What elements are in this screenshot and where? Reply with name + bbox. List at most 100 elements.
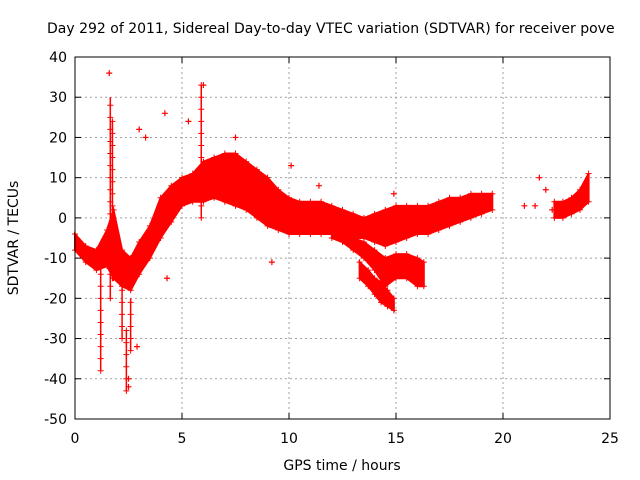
data-marker bbox=[296, 198, 303, 205]
data-marker bbox=[551, 198, 558, 205]
data-marker bbox=[551, 214, 558, 221]
data-marker bbox=[318, 230, 325, 237]
data-point bbox=[136, 126, 143, 133]
data-marker bbox=[168, 182, 175, 189]
data-marker bbox=[109, 251, 116, 258]
data-marker bbox=[328, 235, 335, 241]
data-marker bbox=[360, 239, 367, 246]
data-point bbox=[142, 134, 149, 141]
data-marker bbox=[109, 226, 116, 233]
y-tick-label: 0 bbox=[58, 211, 67, 227]
data-marker bbox=[307, 198, 314, 205]
data-marker bbox=[393, 251, 399, 258]
data-point bbox=[125, 375, 132, 382]
data-marker bbox=[264, 174, 271, 181]
data-marker bbox=[264, 222, 271, 229]
data-marker bbox=[467, 214, 474, 221]
data-marker bbox=[119, 323, 126, 330]
data-marker bbox=[425, 230, 432, 237]
data-marker bbox=[97, 319, 104, 326]
data-marker bbox=[127, 323, 134, 330]
data-marker bbox=[365, 267, 372, 274]
data-marker bbox=[371, 210, 378, 217]
data-marker bbox=[360, 214, 367, 221]
y-tick-label: -10 bbox=[44, 251, 67, 267]
data-marker bbox=[127, 335, 134, 342]
data-marker bbox=[221, 150, 228, 157]
data-marker bbox=[123, 339, 130, 346]
data-marker bbox=[382, 243, 389, 250]
data-marker bbox=[179, 202, 185, 209]
data-marker bbox=[198, 94, 205, 101]
data-marker bbox=[109, 178, 116, 185]
data-marker bbox=[371, 275, 378, 282]
data-marker bbox=[189, 170, 196, 177]
data-marker bbox=[157, 235, 164, 241]
data-marker bbox=[82, 243, 89, 250]
data-marker bbox=[350, 210, 357, 217]
data-marker bbox=[253, 166, 260, 173]
data-marker bbox=[390, 295, 397, 302]
data-marker bbox=[414, 202, 421, 209]
data-marker bbox=[93, 267, 100, 274]
data-marker bbox=[198, 106, 205, 113]
data-marker bbox=[393, 202, 399, 209]
data-point bbox=[315, 182, 322, 189]
x-tick-label: 20 bbox=[494, 431, 512, 447]
data-marker bbox=[243, 158, 250, 165]
data-marker bbox=[435, 226, 442, 233]
data-point bbox=[106, 70, 113, 77]
data-marker bbox=[296, 230, 303, 237]
data-marker bbox=[136, 239, 143, 246]
data-marker bbox=[307, 230, 314, 237]
data-marker bbox=[328, 202, 335, 209]
data-marker bbox=[286, 230, 292, 237]
data-marker bbox=[403, 202, 410, 209]
data-marker bbox=[123, 351, 130, 358]
data-marker bbox=[123, 363, 130, 370]
y-tick-label: -50 bbox=[44, 412, 67, 428]
data-marker bbox=[403, 251, 410, 258]
data-marker bbox=[97, 307, 104, 314]
data-marker bbox=[97, 355, 104, 362]
data-point bbox=[542, 186, 549, 193]
data-marker bbox=[350, 235, 357, 241]
x-tick-label: 25 bbox=[601, 431, 619, 447]
data-marker bbox=[146, 255, 153, 262]
data-marker bbox=[109, 263, 116, 270]
data-marker bbox=[339, 230, 346, 237]
data-marker bbox=[109, 239, 116, 246]
x-tick-label: 15 bbox=[387, 431, 405, 447]
data-marker bbox=[390, 307, 397, 314]
data-marker bbox=[123, 387, 130, 394]
data-marker bbox=[97, 259, 104, 266]
data-marker bbox=[97, 295, 104, 302]
y-tick-label: 40 bbox=[49, 50, 67, 66]
data-marker bbox=[403, 235, 410, 241]
data-marker bbox=[425, 202, 432, 209]
data-marker bbox=[378, 279, 385, 286]
data-marker bbox=[109, 214, 116, 221]
data-marker bbox=[198, 214, 205, 221]
data-marker bbox=[198, 178, 205, 185]
data-marker bbox=[275, 186, 282, 193]
data-marker bbox=[365, 283, 372, 290]
data-point bbox=[268, 259, 275, 266]
data-marker bbox=[371, 267, 378, 274]
data-marker bbox=[275, 226, 282, 233]
data-marker bbox=[109, 130, 116, 137]
data-marker bbox=[360, 255, 367, 262]
ticks-layer: 0 5 10 15 20 25 40 30 20 10 0 -10 -20 -30 -40 -50 bbox=[44, 50, 619, 447]
data-marker bbox=[211, 194, 218, 201]
data-point bbox=[536, 174, 543, 181]
data-marker bbox=[585, 198, 592, 205]
data-marker bbox=[568, 194, 575, 201]
data-marker bbox=[559, 198, 566, 205]
data-marker bbox=[198, 142, 205, 149]
data-marker bbox=[119, 275, 126, 282]
data-marker bbox=[585, 170, 592, 177]
data-marker bbox=[119, 247, 126, 254]
data-point bbox=[549, 206, 556, 213]
data-point bbox=[532, 202, 539, 209]
data-marker bbox=[457, 218, 464, 225]
